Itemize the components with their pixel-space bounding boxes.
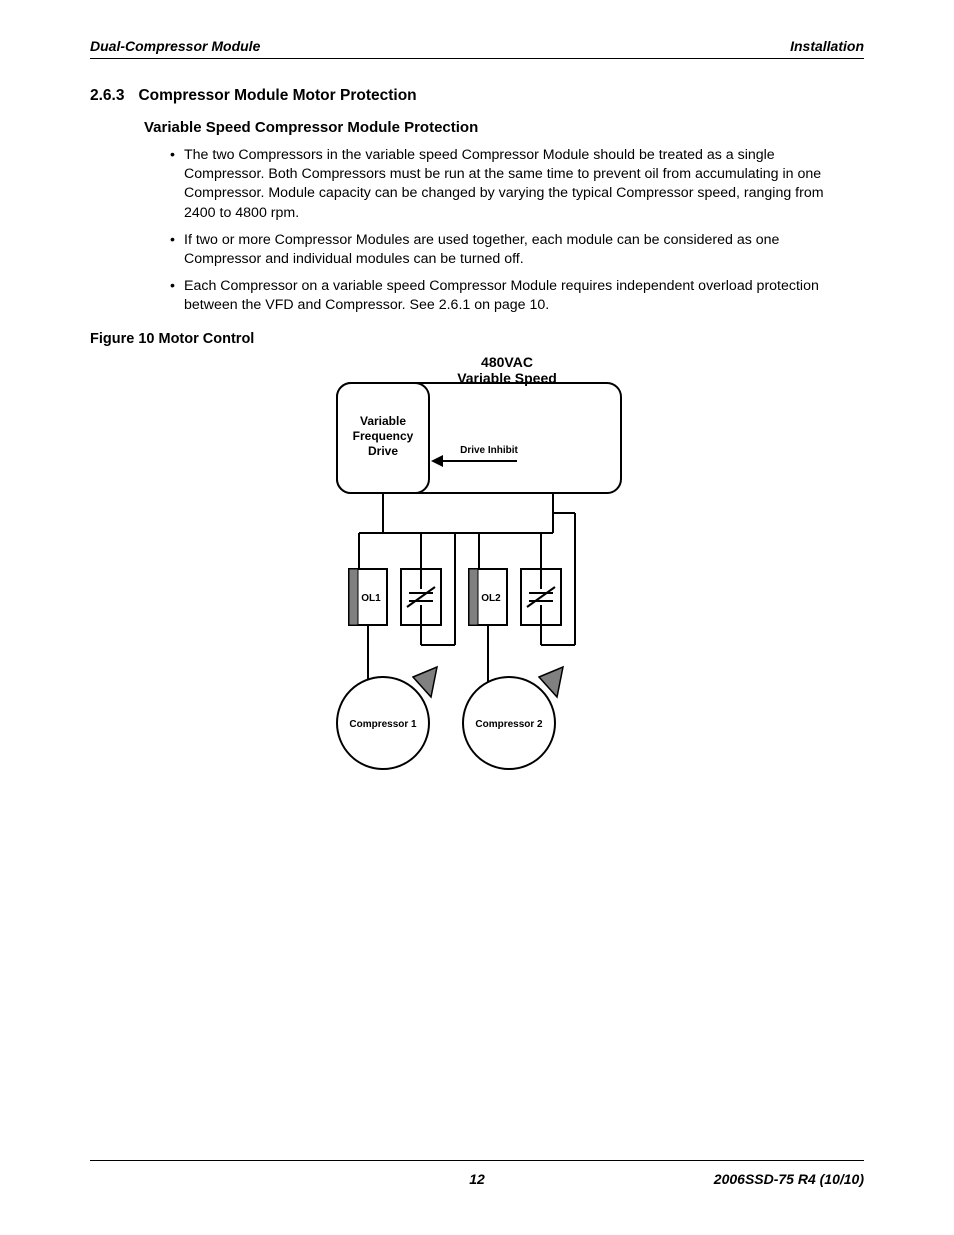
- footer-page-number: 12: [90, 1171, 864, 1187]
- list-item: Each Compressor on a variable speed Comp…: [170, 277, 854, 315]
- motor-control-diagram: 480VAC Variable Speed Variable Frequency…: [90, 353, 864, 793]
- section-title: Compressor Module Motor Protection: [138, 87, 416, 105]
- page-header: Dual-Compressor Module Installation: [90, 38, 864, 59]
- subsection-heading: Variable Speed Compressor Module Protect…: [144, 119, 864, 136]
- section-number: 2.6.3: [90, 87, 124, 105]
- figure-caption: Figure 10 Motor Control: [90, 331, 864, 347]
- section-heading: 2.6.3 Compressor Module Motor Protection: [90, 87, 864, 105]
- diagram-title-2: Variable Speed: [457, 370, 557, 386]
- list-item: If two or more Compressor Modules are us…: [170, 231, 854, 269]
- header-left: Dual-Compressor Module: [90, 38, 260, 54]
- drive-inhibit-label: Drive Inhibit: [460, 445, 518, 456]
- ol2-label: OL2: [481, 593, 501, 604]
- ol1-label: OL1: [361, 593, 381, 604]
- vfd-label-1: Variable: [360, 414, 406, 428]
- header-right: Installation: [790, 38, 864, 54]
- compressor1-label: Compressor 1: [349, 719, 417, 730]
- list-item: The two Compressors in the variable spee…: [170, 146, 854, 223]
- bullet-list: The two Compressors in the variable spee…: [170, 146, 854, 315]
- page-footer: 12 2006SSD-75 R4 (10/10): [90, 1160, 864, 1187]
- compressor2-label: Compressor 2: [475, 719, 543, 730]
- diagram-title-1: 480VAC: [481, 354, 533, 370]
- vfd-label-3: Drive: [368, 444, 398, 458]
- vfd-label-2: Frequency: [353, 429, 414, 443]
